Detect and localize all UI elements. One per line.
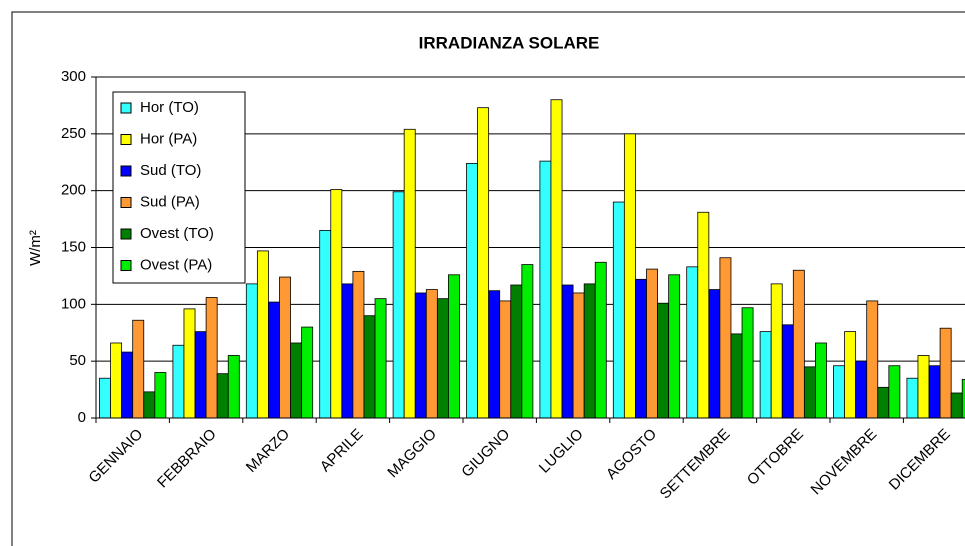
bar bbox=[216, 373, 229, 419]
bar bbox=[561, 284, 574, 419]
legend-label: Ovest (PA) bbox=[140, 256, 212, 273]
bar bbox=[623, 133, 636, 419]
bar bbox=[499, 300, 512, 419]
bar bbox=[612, 201, 625, 419]
y-tick-label: 300 bbox=[61, 68, 86, 85]
bar bbox=[781, 324, 794, 419]
bar bbox=[268, 301, 280, 419]
y-tick-label: 100 bbox=[61, 295, 86, 312]
bar bbox=[132, 319, 145, 419]
bar bbox=[855, 360, 868, 419]
chart-title: IRRADIANZA SOLARE bbox=[419, 33, 600, 52]
bar bbox=[815, 342, 827, 419]
bar bbox=[194, 331, 207, 419]
bar bbox=[759, 331, 772, 419]
bar bbox=[425, 289, 438, 419]
bar bbox=[477, 107, 490, 419]
bar bbox=[668, 274, 681, 419]
bar bbox=[928, 365, 941, 419]
bar bbox=[183, 308, 196, 419]
y-tick-label: 50 bbox=[69, 352, 86, 369]
bar bbox=[550, 99, 563, 419]
bar bbox=[939, 327, 952, 419]
bar bbox=[488, 290, 501, 419]
legend-swatch bbox=[120, 134, 132, 145]
bar bbox=[697, 211, 710, 419]
y-tick-label: 200 bbox=[61, 182, 86, 199]
bar bbox=[352, 270, 365, 419]
bar bbox=[917, 355, 930, 419]
bar bbox=[961, 378, 965, 419]
bar bbox=[833, 365, 845, 419]
bar bbox=[436, 298, 449, 419]
bar bbox=[279, 276, 291, 419]
legend-swatch bbox=[120, 165, 132, 177]
bar bbox=[510, 284, 523, 419]
legend-swatch bbox=[120, 228, 132, 240]
bar bbox=[792, 269, 805, 419]
y-tick-label: 150 bbox=[61, 238, 86, 255]
bar bbox=[301, 326, 314, 419]
legend-box bbox=[112, 91, 246, 284]
bar bbox=[466, 162, 478, 419]
bar bbox=[770, 283, 783, 419]
bar bbox=[143, 391, 156, 419]
bar bbox=[341, 283, 354, 419]
bar bbox=[110, 342, 123, 419]
bar bbox=[539, 160, 552, 419]
legend-swatch bbox=[120, 102, 132, 114]
bar bbox=[594, 261, 607, 419]
bar bbox=[844, 331, 857, 419]
bar bbox=[657, 302, 670, 419]
legend-label: Sud (TO) bbox=[140, 162, 201, 179]
bar bbox=[583, 283, 596, 419]
y-axis-label: W/m² bbox=[27, 230, 44, 266]
bar bbox=[803, 366, 816, 419]
legend-label: Hor (PA) bbox=[140, 130, 197, 147]
legend-swatch bbox=[120, 260, 132, 271]
bar bbox=[866, 300, 879, 419]
bar bbox=[730, 333, 743, 419]
bar bbox=[205, 297, 218, 419]
bar bbox=[374, 298, 387, 419]
bar bbox=[888, 365, 901, 419]
bar bbox=[330, 189, 343, 419]
bar bbox=[392, 191, 405, 419]
bar bbox=[414, 292, 427, 419]
legend-label: Hor (TO) bbox=[140, 99, 199, 116]
bar bbox=[172, 344, 185, 419]
bar bbox=[403, 128, 416, 419]
bar bbox=[686, 266, 699, 419]
bar bbox=[646, 268, 658, 419]
legend-label: Sud (PA) bbox=[140, 193, 200, 210]
bar bbox=[363, 315, 376, 419]
bar bbox=[877, 386, 890, 419]
bar bbox=[256, 250, 269, 419]
bar bbox=[906, 377, 919, 419]
bar bbox=[99, 377, 111, 419]
y-tick-label: 250 bbox=[61, 125, 86, 142]
legend-swatch bbox=[120, 197, 132, 208]
bar bbox=[121, 351, 134, 419]
bar bbox=[950, 392, 963, 419]
bar bbox=[290, 342, 303, 419]
bar bbox=[719, 257, 732, 419]
bar bbox=[635, 278, 647, 419]
bar bbox=[319, 230, 332, 419]
bar bbox=[227, 355, 240, 419]
bar bbox=[741, 307, 754, 419]
bar bbox=[245, 283, 258, 419]
bar bbox=[572, 292, 585, 419]
bar bbox=[708, 289, 721, 419]
y-tick-label: 0 bbox=[78, 409, 86, 426]
bar bbox=[154, 372, 167, 419]
bar bbox=[521, 264, 534, 419]
bar bbox=[448, 274, 460, 419]
legend-label: Ovest (TO) bbox=[140, 225, 214, 242]
